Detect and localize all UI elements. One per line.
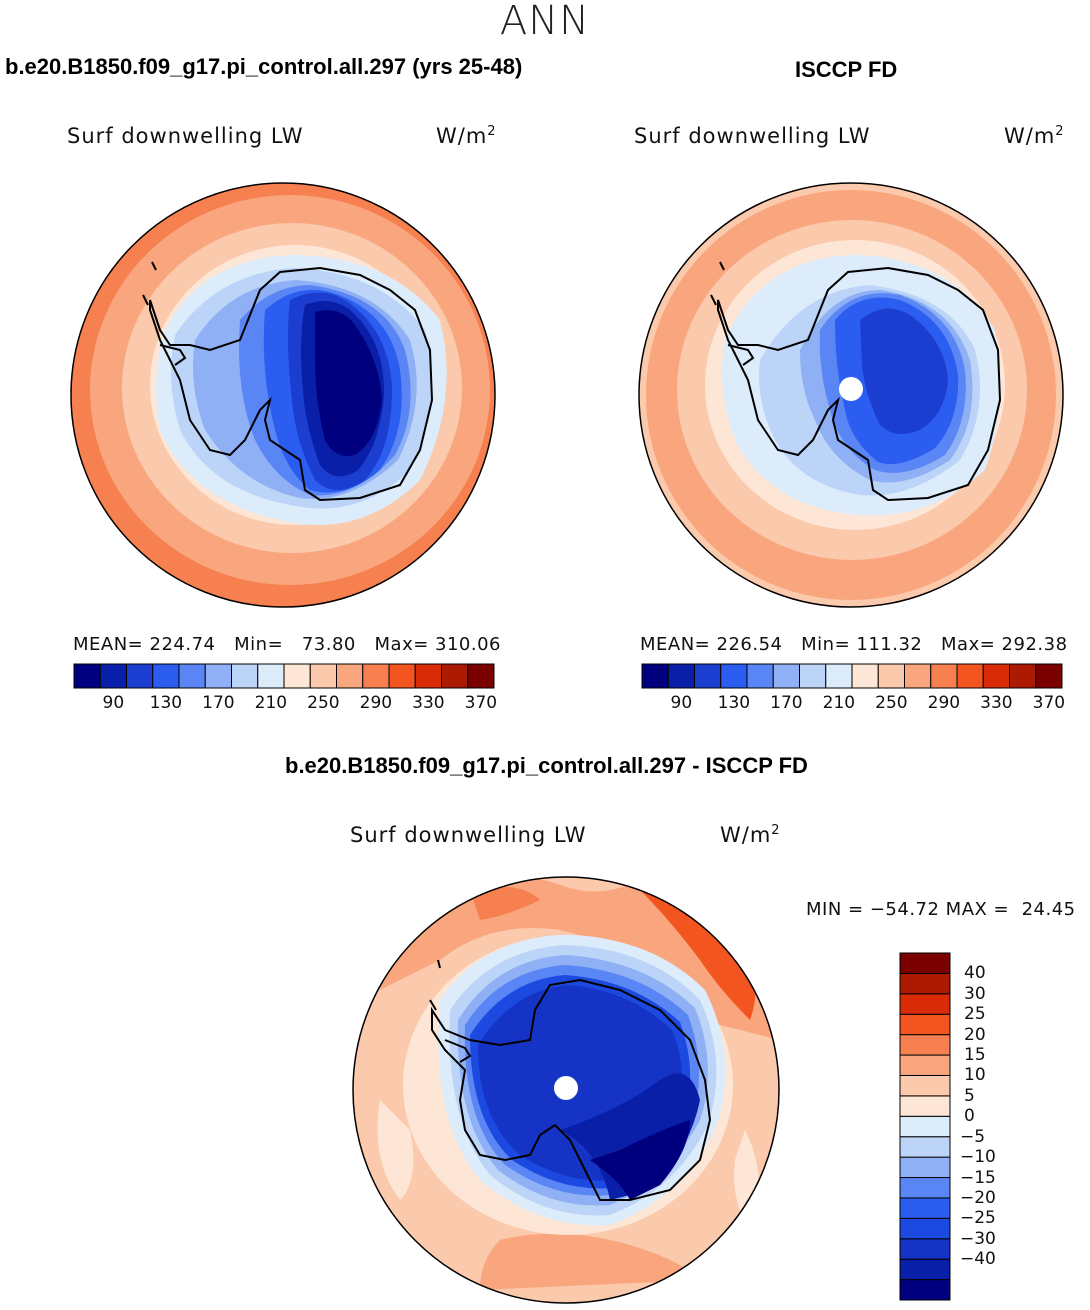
colorbar-tick-label: −15 — [960, 1167, 996, 1188]
colorbar-tick-label: 0 — [964, 1106, 975, 1127]
colorbar-swatch — [982, 663, 1010, 689]
colorbar-tick-label: 20 — [964, 1024, 986, 1045]
colorbar-tick-label: −5 — [960, 1126, 986, 1147]
colorbar-swatch — [899, 952, 951, 974]
colorbar-tick-label: 370 — [1032, 693, 1066, 713]
units-label-diff: W/m2 — [720, 823, 781, 847]
colorbar-tick-label: −30 — [960, 1228, 996, 1249]
colorbar-model-ticks: 90 130 170 210 250 290 330 370 — [74, 693, 498, 717]
colorbar-swatch — [899, 1258, 951, 1281]
panel-heading-model: b.e20.B1850.f09_g17.pi_control.all.297 (… — [5, 54, 523, 79]
colorbar-tick-label: 130 — [149, 693, 183, 713]
colorbar-swatch — [772, 663, 800, 689]
colorbar-tick-label: 210 — [822, 693, 856, 713]
colorbar-swatch — [231, 663, 259, 689]
colorbar-tick-label: 25 — [964, 1004, 986, 1025]
colorbar-tick-label: 130 — [717, 693, 751, 713]
colorbar-tick-label: 90 — [670, 693, 693, 713]
colorbar-swatch — [899, 1074, 951, 1097]
colorbar-tick-label: −25 — [960, 1208, 996, 1229]
colorbar-tick-label: 250 — [307, 693, 340, 713]
colorbar-swatch — [899, 972, 951, 995]
variable-label-model: Surf downwelling LW — [67, 124, 304, 148]
units-label-obs: W/m2 — [1004, 124, 1065, 148]
colorbar-tick-label: 30 — [964, 983, 986, 1004]
colorbar-swatch — [73, 663, 101, 689]
colorbar-swatch — [851, 663, 879, 689]
colorbar-model — [73, 663, 495, 689]
colorbar-swatch — [956, 663, 984, 689]
colorbar-tick-label: 90 — [102, 693, 125, 713]
variable-label-diff: Surf downwelling LW — [350, 823, 587, 847]
colorbar-swatch — [641, 663, 669, 689]
colorbar-swatch — [899, 1115, 951, 1138]
colorbar-swatch — [899, 993, 951, 1015]
colorbar-swatch — [899, 1279, 951, 1301]
colorbar-tick-label: 40 — [964, 963, 986, 984]
colorbar-swatch — [899, 1054, 951, 1076]
colorbar-tick-label: 10 — [964, 1065, 986, 1086]
colorbar-swatch — [899, 1177, 951, 1199]
colorbar-swatch — [877, 663, 905, 689]
panel-heading-obs: ISCCP FD — [795, 57, 898, 82]
difference-heading: b.e20.B1850.f09_g17.pi_control.all.297 -… — [285, 753, 808, 778]
colorbar-tick-label: 15 — [964, 1045, 986, 1066]
colorbar-tick-label: −40 — [960, 1249, 996, 1270]
colorbar-swatch — [1035, 663, 1063, 689]
colorbar-obs-ticks: 90 130 170 210 250 290 330 370 — [642, 693, 1066, 717]
colorbar-swatch — [799, 663, 827, 689]
colorbar-swatch — [899, 1013, 951, 1036]
colorbar-swatch — [899, 1156, 951, 1179]
colorbar-tick-label: 170 — [202, 693, 235, 713]
colorbar-diff-ticks: 40 30 25 20 15 10 5 0 −5 −10 −15 −20 −25 −30 −40 — [960, 953, 1040, 1300]
colorbar-swatch — [283, 663, 311, 689]
colorbar-tick-label: 290 — [927, 693, 961, 713]
colorbar-swatch — [899, 1136, 951, 1158]
colorbar-swatch — [667, 663, 695, 689]
colorbar-swatch — [257, 663, 285, 689]
colorbar-tick-label: −10 — [960, 1147, 996, 1168]
colorbar-swatch — [899, 1095, 951, 1117]
variable-label-obs: Surf downwelling LW — [634, 124, 871, 148]
colorbar-tick-label: 5 — [964, 1085, 975, 1106]
colorbar-swatch — [309, 663, 337, 689]
colorbar-swatch — [1009, 663, 1037, 689]
colorbar-swatch — [99, 663, 127, 689]
stats-obs: MEAN= 226.54 Min= 111.32 Max= 292.38 — [640, 634, 1068, 655]
colorbar-diff — [899, 952, 951, 1301]
colorbar-tick-label: 170 — [770, 693, 803, 713]
colorbar-swatch — [825, 663, 853, 689]
units-label-model: W/m2 — [436, 124, 497, 148]
colorbar-tick-label: 370 — [464, 693, 498, 713]
colorbar-swatch — [899, 1197, 951, 1219]
colorbar-swatch — [178, 663, 206, 689]
figure-title: ANN — [499, 0, 591, 44]
colorbar-swatch — [899, 1034, 951, 1056]
stats-diff: MIN = −54.72 MAX = 24.45 — [806, 899, 1076, 920]
colorbar-swatch — [152, 663, 180, 689]
colorbar-swatch — [904, 663, 932, 689]
colorbar-tick-label: 250 — [875, 693, 908, 713]
colorbar-tick-label: 210 — [254, 693, 288, 713]
colorbar-tick-label: 330 — [412, 693, 445, 713]
colorbar-swatch — [467, 663, 495, 689]
colorbar-tick-label: −20 — [960, 1187, 996, 1208]
colorbar-tick-label: 290 — [359, 693, 393, 713]
colorbar-tick-label: 330 — [980, 693, 1013, 713]
colorbar-swatch — [441, 663, 469, 689]
colorbar-swatch — [899, 1217, 951, 1240]
colorbar-swatch — [899, 1238, 951, 1260]
colorbar-swatch — [746, 663, 774, 689]
stats-model: MEAN= 224.74 Min= 73.80 Max= 310.06 — [73, 634, 502, 655]
colorbar-obs — [641, 663, 1063, 689]
